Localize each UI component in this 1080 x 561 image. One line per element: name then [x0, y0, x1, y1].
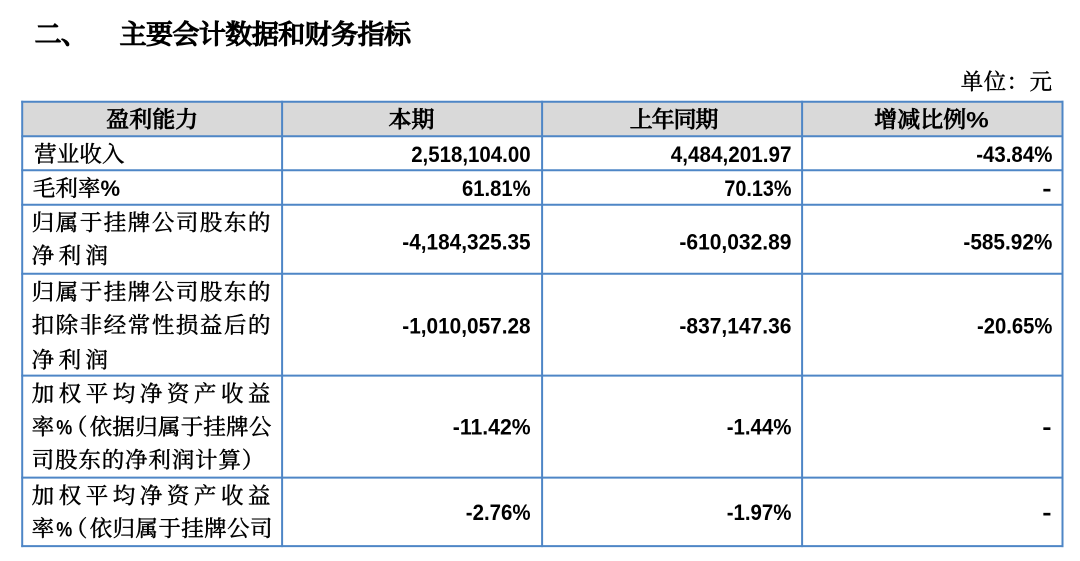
- svg-text:-1.97%: -1.97%: [727, 500, 792, 525]
- svg-text:-837,147.36: -837,147.36: [679, 313, 791, 338]
- svg-text:-43.84%: -43.84%: [976, 142, 1052, 167]
- svg-text:61.81%: 61.81%: [462, 176, 531, 201]
- svg-text:4,484,201.97: 4,484,201.97: [671, 142, 792, 167]
- svg-text:%: %: [56, 416, 72, 440]
- svg-text:-11.42%: -11.42%: [453, 414, 531, 439]
- svg-text:-: -: [1042, 414, 1051, 439]
- svg-text:70.13%: 70.13%: [724, 176, 791, 201]
- svg-text:-585.92%: -585.92%: [963, 229, 1052, 254]
- svg-text:%: %: [101, 176, 121, 201]
- svg-text:-20.65%: -20.65%: [977, 313, 1052, 338]
- svg-text:-2.76%: -2.76%: [466, 500, 531, 525]
- svg-text:%: %: [56, 517, 72, 541]
- svg-text:-610,032.89: -610,032.89: [679, 229, 791, 254]
- svg-text:-1.44%: -1.44%: [727, 414, 792, 439]
- svg-text:-4,184,325.35: -4,184,325.35: [402, 229, 530, 254]
- svg-text:2,518,104.00: 2,518,104.00: [411, 142, 530, 167]
- svg-text:-1,010,057.28: -1,010,057.28: [402, 313, 530, 338]
- svg-text:-: -: [1042, 500, 1051, 525]
- svg-text:%: %: [966, 107, 989, 132]
- svg-text:-: -: [1042, 176, 1051, 201]
